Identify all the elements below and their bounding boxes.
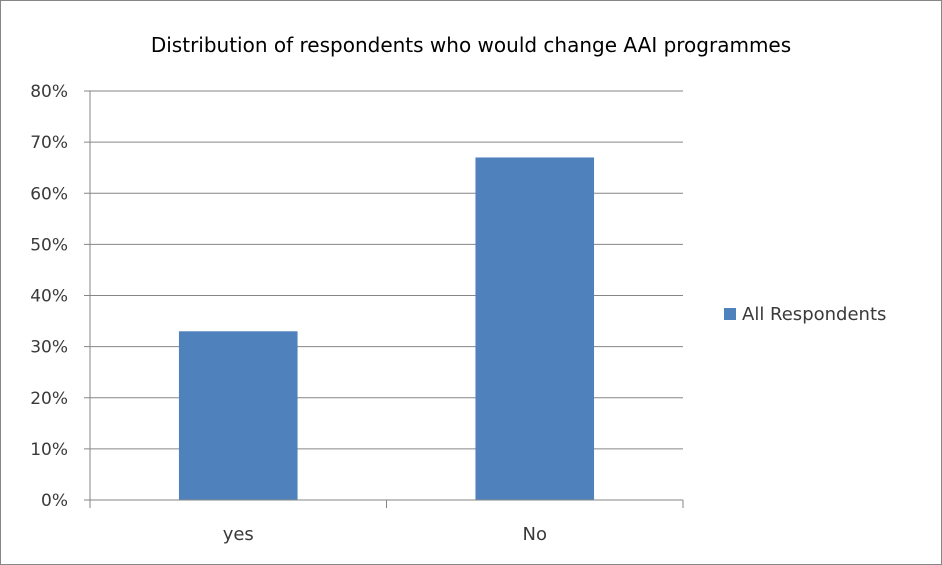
bar-no bbox=[475, 157, 595, 500]
y-tick-label-10: 10% bbox=[30, 440, 68, 460]
y-tick-label-50: 50% bbox=[30, 235, 68, 255]
y-tick-label-0: 0% bbox=[41, 491, 68, 511]
bars bbox=[178, 157, 595, 500]
y-tick-label-40: 40% bbox=[30, 287, 68, 307]
y-tick-label-20: 20% bbox=[30, 389, 68, 409]
chart-title: Distribution of respondents who would ch… bbox=[151, 33, 791, 57]
y-axis-tick-labels: 0% 10% 20% 30% 40% 50% 60% 70% 80% bbox=[30, 82, 68, 511]
legend-label: All Respondents bbox=[742, 304, 886, 325]
y-tick-label-80: 80% bbox=[30, 82, 68, 102]
x-label-no: No bbox=[523, 524, 547, 545]
axes bbox=[89, 91, 684, 508]
x-label-yes: yes bbox=[223, 524, 254, 545]
legend-swatch bbox=[724, 308, 736, 320]
y-tick-label-30: 30% bbox=[30, 338, 68, 358]
y-tick-label-70: 70% bbox=[30, 133, 68, 153]
bar-yes bbox=[178, 331, 298, 500]
y-tick-label-60: 60% bbox=[30, 184, 68, 204]
legend: All Respondents bbox=[724, 304, 886, 325]
x-axis-category-labels: yes No bbox=[223, 524, 547, 545]
